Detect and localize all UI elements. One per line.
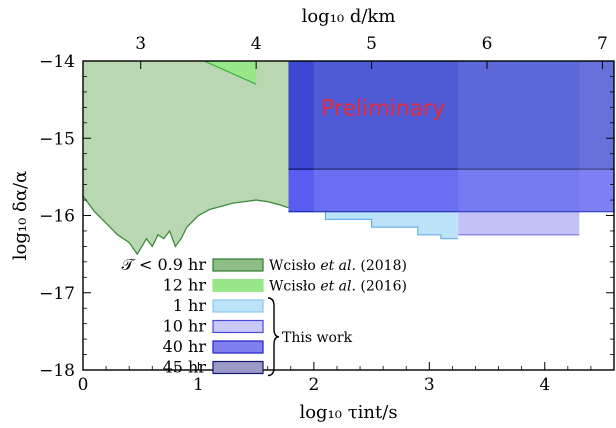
y-tick-label: −17 [39,284,75,304]
legend-brace [267,297,280,377]
region-wcislo-2016-edge [203,61,257,85]
legend-label-etal: et al. [320,258,360,274]
legend-swatch [212,360,264,375]
legend-duration: 1 hr [173,296,207,315]
legend-swatch [212,278,264,293]
legend-swatch [212,340,264,354]
legend-label: Wcisło et al. (2018) [269,258,407,274]
x-axis-title: log₁₀ τint/s [299,402,397,423]
region-shade-1 [458,61,580,212]
top-tick-label: 7 [597,34,608,54]
legend-duration: 10 hr [163,317,207,336]
region-wcislo-2018-edge [83,195,289,256]
legend-swatch [212,319,264,334]
region-shade-2 [579,61,614,212]
top-tick-label: 4 [251,34,262,54]
y-tick-label: −16 [39,207,75,227]
legend: 𝒯 < 0.9 hr Wcisło et al. (2018) 12 hr Wcisł… [122,255,407,377]
x-tick-label: 1 [193,375,204,395]
top-axis-title: log₁₀ d/km [302,6,396,27]
x-tick-label: 3 [424,375,435,395]
legend-bracket-label: This work [282,330,353,346]
top-tick-label: 3 [135,34,146,54]
x-tick-label: 4 [539,375,550,395]
annotation-preliminary: Preliminary [321,96,445,121]
legend-label-year: (2016) [360,279,407,295]
y-tick-label: −15 [39,129,75,149]
legend-label: Wcisło et al. (2016) [269,279,407,295]
top-tick-label: 6 [482,34,493,54]
y-tick-label: −18 [39,361,75,381]
region-1hr-edge [288,211,459,240]
legend-duration: 𝒯 < 0.9 hr [122,255,207,274]
region-45hr [288,61,614,170]
x-tick-label: 0 [78,375,89,395]
legend-duration: 12 hr [163,276,207,295]
legend-label-author: Wcisło [269,258,320,274]
legend-label-year: (2018) [360,258,407,274]
legend-swatch [212,258,264,272]
legend-swatch [212,299,264,313]
legend-label-author: Wcisło [269,279,320,295]
region-shade-0 [313,61,459,212]
region-wcislo-2018 [83,61,289,255]
legend-duration: 40 hr [163,337,207,356]
x-tick-label: 2 [308,375,319,395]
y-axis-title: log₁₀ δα/α [10,171,31,260]
legend-label-etal: et al. [320,279,360,295]
legend-duration: 45 hr [163,358,207,377]
top-tick-label: 5 [366,34,377,54]
y-tick-label: −14 [39,52,75,72]
